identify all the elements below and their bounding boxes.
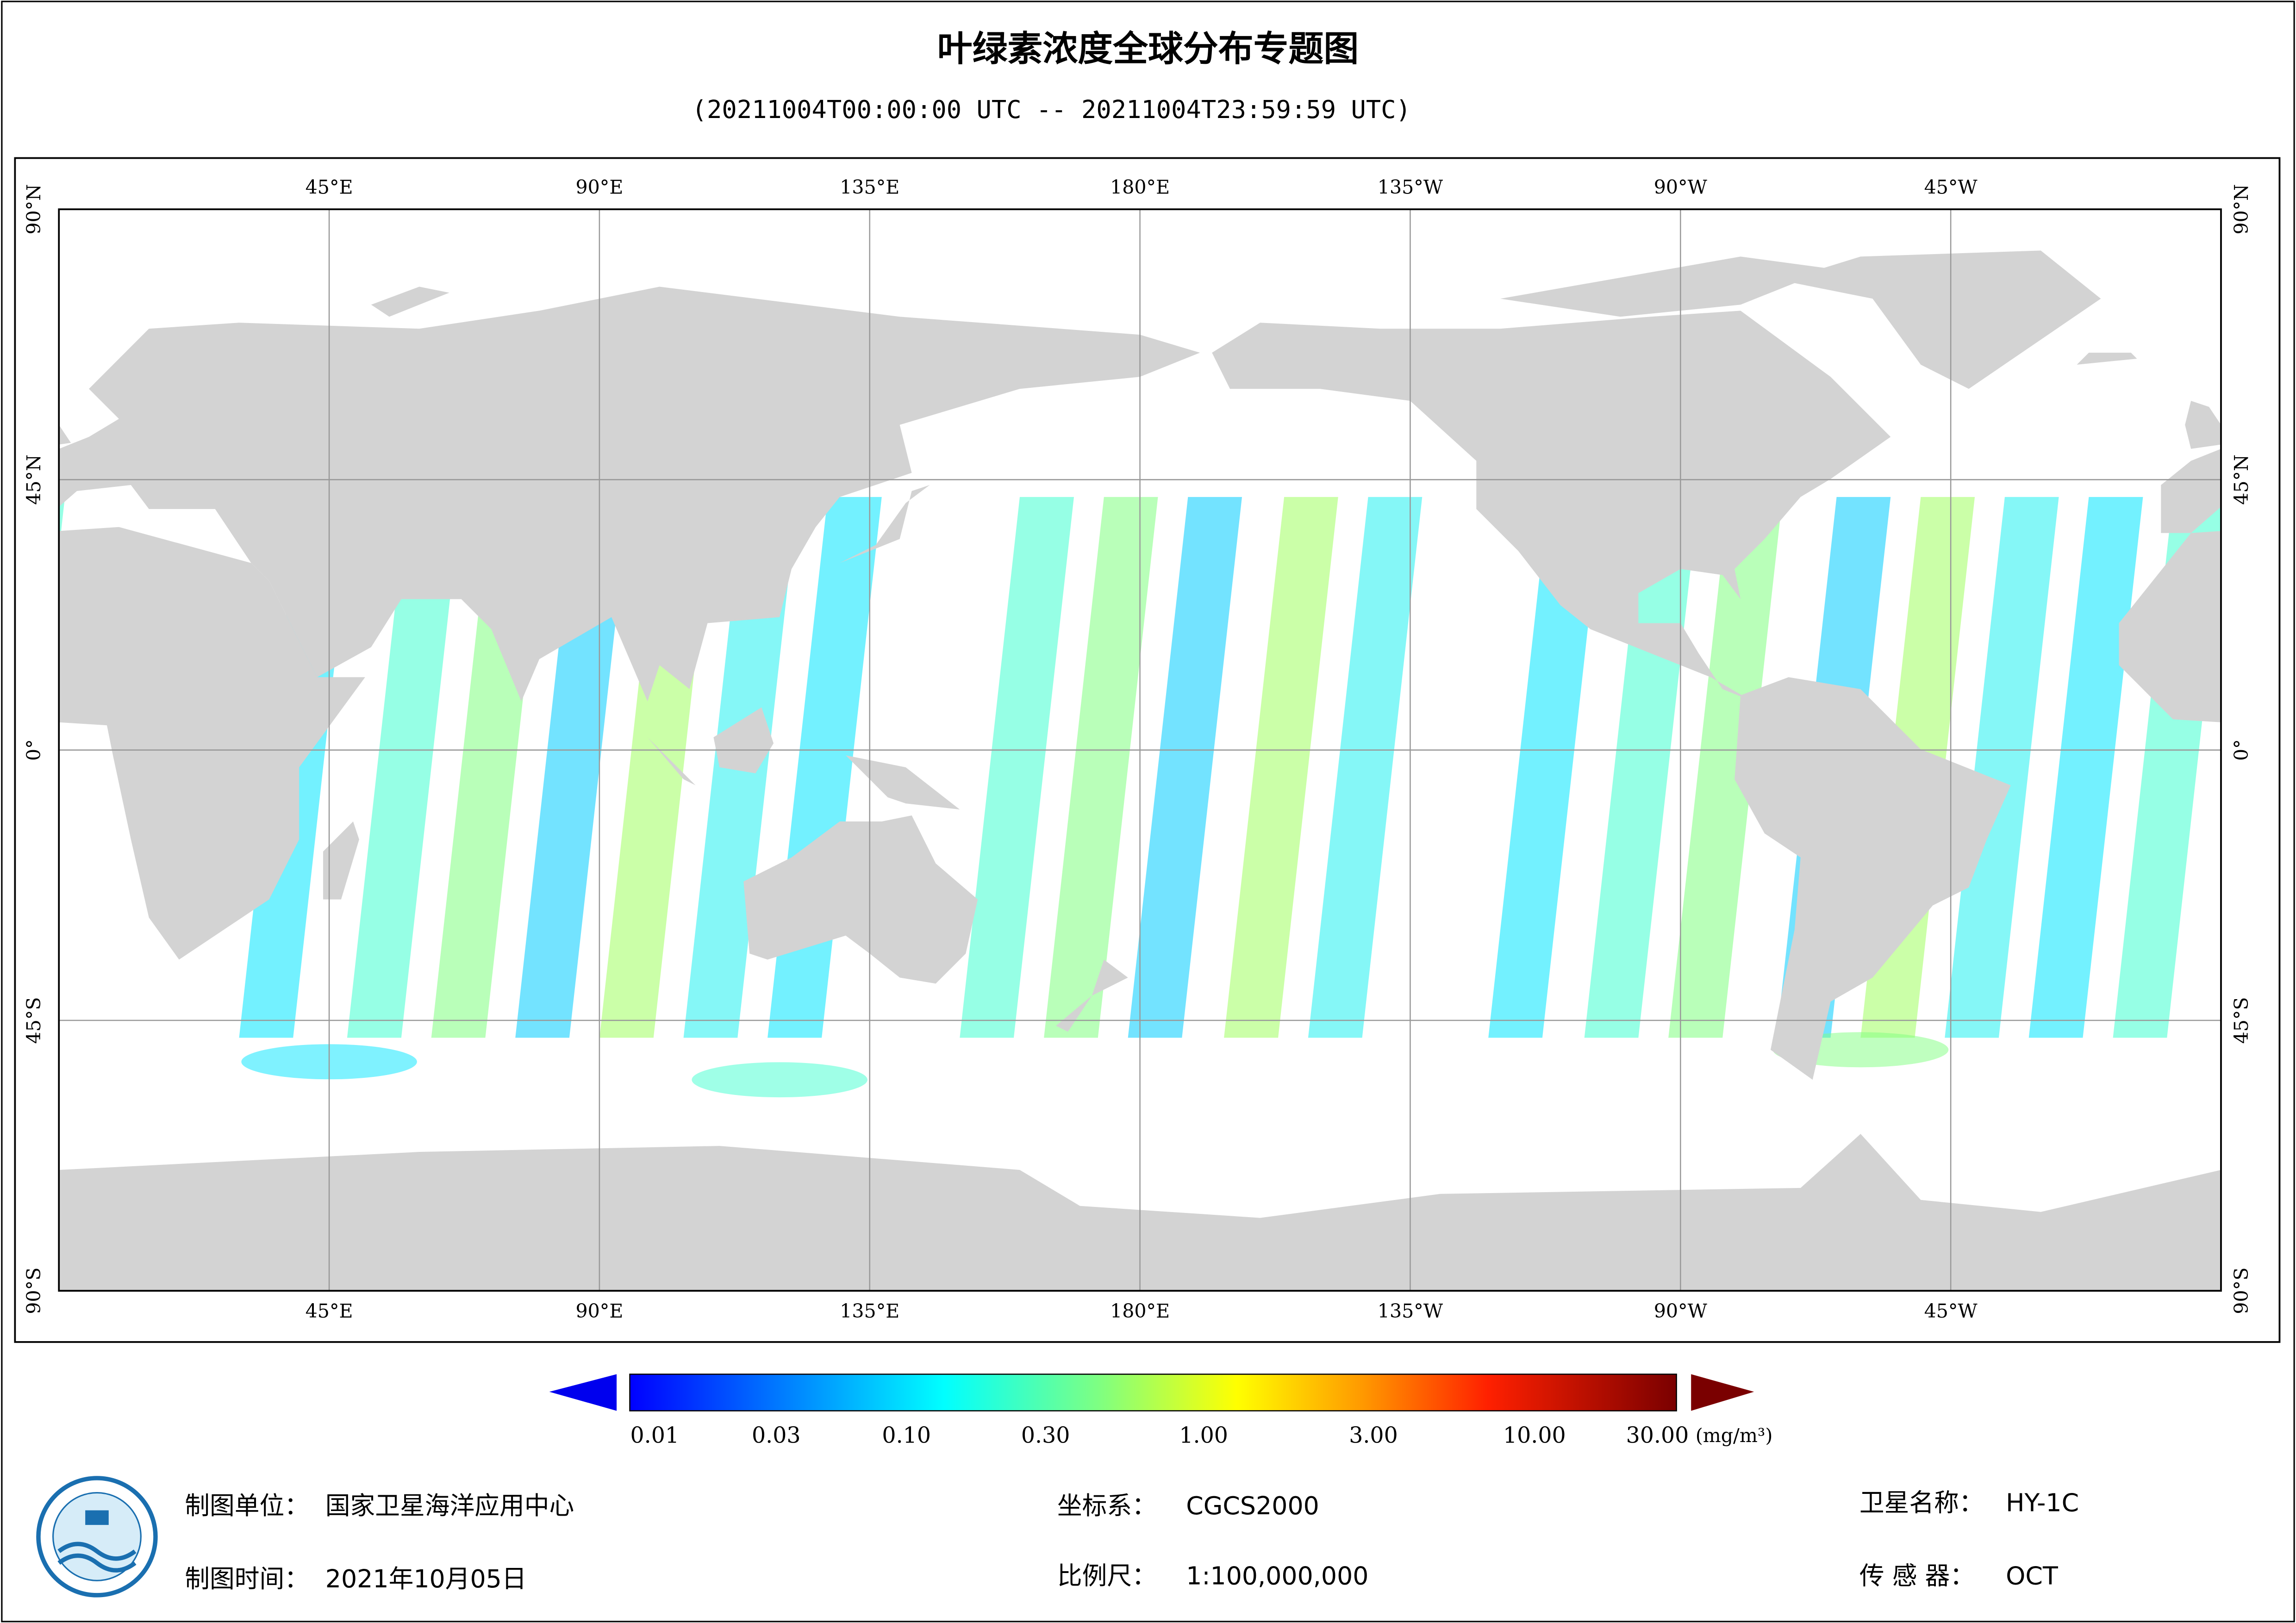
land [2119,531,2221,722]
chlorophyll-swath [960,497,1074,1038]
land [1734,677,2011,1080]
chlorophyll-swath [1044,497,1158,1038]
chlorophyll-swath [515,497,630,1038]
lat-label: 45°S [23,997,45,1044]
colorbar-tick-label: 0.30 [1021,1423,1070,1448]
land [2077,353,2137,365]
subtitle: (20211004T00:00:00 UTC -- 20211004T23:59… [692,95,1411,124]
footer-label: 卫星名称： [1859,1488,1984,1517]
lat-label: 90°N [23,184,45,235]
colorbar-tick-label: 0.03 [752,1423,801,1448]
lat-label: 0° [2230,739,2252,761]
chlorophyll-swath [1488,497,1603,1038]
land [59,527,365,960]
lat-label: 90°N [2230,184,2252,235]
lon-label: 45°W [1924,1300,1978,1322]
colorbar-tick-label: 3.00 [1349,1423,1398,1448]
land [371,286,449,317]
chlorophyll-swath [1945,497,2059,1038]
lon-label: 135°W [1378,1300,1443,1322]
land [840,485,930,563]
lat-label: 0° [23,739,45,761]
lon-label: 135°W [1378,176,1443,198]
lon-label: 45°W [1924,176,1978,198]
lon-label: 90°E [575,176,623,198]
chlorophyll-swath [1128,497,1242,1038]
lon-label: 180°E [1110,1300,1170,1322]
footer-value: 1:100,000,000 [1186,1561,1368,1591]
land [743,815,978,984]
colorbar-tick-label: 30.00 [1626,1423,1689,1448]
colorbar-tick-label: 0.10 [882,1423,931,1448]
chlorophyll-patch [692,1062,867,1098]
land [1056,959,1128,1032]
chlorophyll-swath [1668,497,1783,1038]
footer-label: 制图时间： [185,1564,309,1593]
lon-label: 90°E [575,1300,623,1322]
lon-label: 90°W [1654,1300,1708,1322]
footer-value: 国家卫星海洋应用中心 [325,1491,574,1520]
land [713,707,774,773]
land [1782,250,2101,389]
chlorophyll-swath [1224,497,1338,1038]
footer-value: OCT [2006,1561,2058,1591]
colorbar [629,1374,1677,1412]
lat-label: 45°N [2230,454,2252,505]
land [845,755,960,810]
map-border [58,208,2222,1292]
land [2161,448,2221,533]
lat-label: 90°S [23,1268,45,1314]
footer-value: HY-1C [2006,1488,2079,1517]
lon-label: 45°E [306,176,353,198]
map-frame [14,157,2281,1343]
lat-label: 90°S [2230,1268,2252,1314]
colorbar-tick-label: 10.00 [1503,1423,1566,1448]
footer-label: 比例尺： [1057,1561,1157,1591]
land [59,286,1200,702]
logo [36,1476,158,1598]
lat-label: 45°N [23,454,45,505]
chlorophyll-swath [59,497,65,551]
map-area [59,209,2221,1291]
lon-label: 45°E [306,1300,353,1322]
colorbar-unit: (mg/m³) [1696,1424,1773,1447]
colorbar-tick-label: 0.01 [630,1423,680,1448]
footer-value: 2021年10月05日 [325,1564,527,1593]
lon-label: 135°E [840,1300,899,1322]
lon-label: 90°W [1654,176,1708,198]
land [1212,311,1891,702]
chlorophyll-swath [2028,497,2143,1038]
chlorophyll-swath [1308,497,1423,1038]
title: 叶绿素浓度全球分布专题图 [937,29,1359,69]
lon-label: 135°E [840,176,899,198]
footer-value: CGCS2000 [1186,1491,1319,1520]
colorbar-low-arrow [549,1374,617,1411]
lon-label: 180°E [1110,176,1170,198]
colorbar-high-arrow [1691,1374,1754,1411]
land [629,719,696,785]
footer-label: 坐标系： [1057,1491,1157,1520]
land [59,425,71,445]
colorbar-tick-label: 1.00 [1179,1423,1228,1448]
land [1500,256,1831,317]
lat-label: 45°S [2230,997,2252,1044]
land [323,821,359,900]
land [2185,401,2221,449]
chlorophyll-swath [347,497,462,1038]
footer-label: 制图单位： [185,1491,309,1520]
footer-label: 传 感 器： [1859,1561,1975,1591]
